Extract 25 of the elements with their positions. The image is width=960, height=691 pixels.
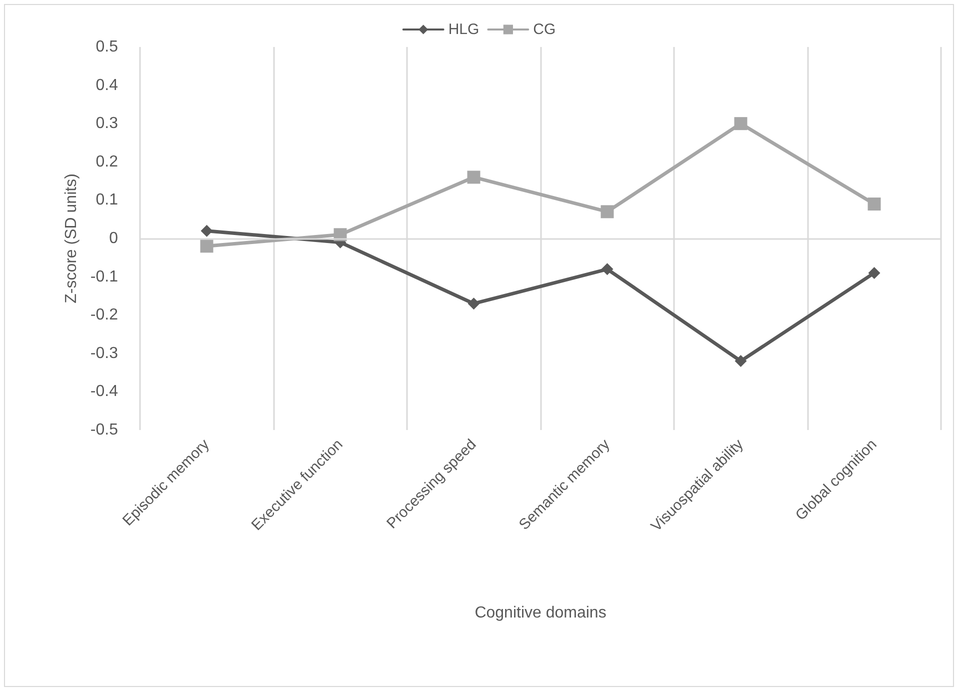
y-tick-label: 0.1 <box>96 192 118 209</box>
point <box>734 117 748 130</box>
point <box>600 205 614 218</box>
y-tick-label: -0.5 <box>90 422 118 438</box>
y-tick-label: 0.4 <box>96 76 118 94</box>
y-tick-label: 0.3 <box>96 115 118 132</box>
point <box>734 355 747 368</box>
y-tick-label: -0.2 <box>90 306 118 324</box>
legend-label: CG <box>533 21 556 38</box>
y-tick-label: -0.3 <box>90 344 118 362</box>
point <box>467 170 480 184</box>
point <box>868 198 881 211</box>
y-axis-title: Z-score (SD units) <box>63 174 80 304</box>
point <box>200 224 213 237</box>
point <box>468 298 480 310</box>
legend-label: HLG <box>448 21 480 38</box>
y-tick-label: 0 <box>109 230 118 247</box>
y-tick-label: -0.4 <box>90 383 118 400</box>
y-tick-label: 0.2 <box>96 153 118 170</box>
x-axis-title: Cognitive domains <box>474 604 606 622</box>
point <box>200 240 214 253</box>
y-tick-label: -0.1 <box>90 268 118 286</box>
point <box>601 263 614 276</box>
y-tick-label: 0.5 <box>96 38 118 56</box>
point <box>868 266 880 279</box>
